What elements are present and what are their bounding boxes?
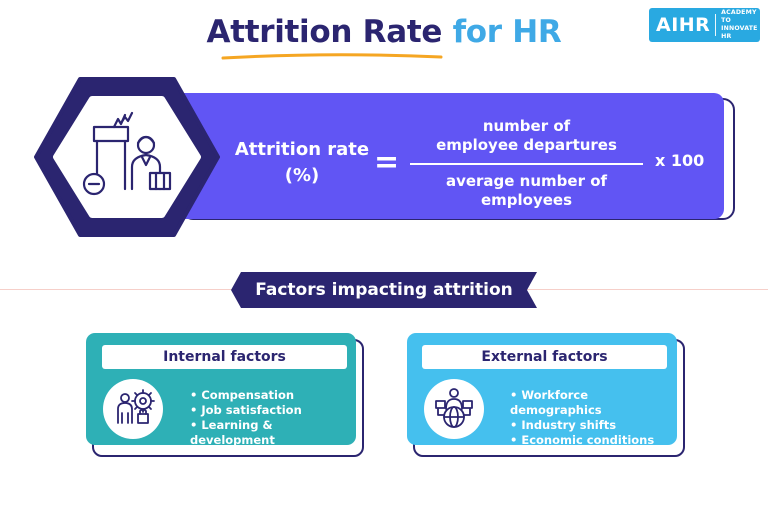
formula-numerator: number of employee departures — [410, 117, 643, 155]
title-underline — [221, 53, 443, 60]
fraction-bar — [410, 163, 643, 165]
logo-separator — [715, 14, 717, 36]
formula-lhs-line1: Attrition rate — [234, 139, 370, 160]
internal-icon-circle — [103, 379, 163, 439]
title-accent: for HR — [452, 14, 562, 50]
internal-factors-heading: Internal factors — [102, 345, 347, 369]
employee-leaving-icon — [34, 77, 220, 237]
formula-denominator: average number of employees — [410, 172, 643, 210]
formula-lhs-line2: (%) — [284, 165, 320, 186]
external-icon-circle — [424, 379, 484, 439]
formula-panel — [171, 93, 724, 219]
formula-numerator-line1: number of — [482, 117, 571, 135]
list-item: Learning & development — [190, 418, 356, 448]
list-item: Industry shifts — [510, 418, 677, 433]
external-factors-list: Workforce demographics Industry shifts E… — [510, 388, 677, 448]
title-main: Attrition Rate — [206, 14, 443, 50]
logo-mark: AIHR — [656, 14, 711, 36]
external-factors-card: External factors Workforce demographics … — [407, 333, 677, 448]
logo-tagline-line2: INNOVATE HR — [721, 25, 758, 40]
employee-gear-icon — [117, 389, 155, 424]
formula-denominator-line1: average number of — [445, 172, 608, 190]
formula-multiplier: x 100 — [655, 151, 705, 170]
page-title: Attrition Rate for HR — [0, 14, 768, 50]
logo-tagline-line1: ACADEMY TO — [721, 9, 757, 24]
external-factors-heading: External factors — [422, 345, 667, 369]
formula-hexagon — [34, 77, 220, 237]
list-item: Workforce demographics — [510, 388, 677, 418]
internal-factors-card: Internal factors Compensation Job satisf… — [86, 333, 356, 448]
section-banner-label: Factors impacting attrition — [255, 280, 513, 300]
internal-factors-list: Compensation Job satisfaction Learning &… — [190, 388, 356, 448]
formula-equals: = — [374, 145, 400, 180]
formula-lhs: Attrition rate (%) — [227, 137, 377, 189]
formula-numerator-line2: employee departures — [436, 136, 617, 154]
section-banner — [231, 272, 537, 308]
global-workforce-icon — [435, 388, 473, 428]
list-item: Job satisfaction — [190, 403, 356, 418]
list-item: Compensation — [190, 388, 356, 403]
logo-tagline: ACADEMY TO INNOVATE HR — [721, 9, 760, 41]
list-item: Economic conditions — [510, 433, 677, 448]
aihr-logo: AIHR ACADEMY TO INNOVATE HR — [649, 8, 760, 42]
formula-denominator-line2: employees — [480, 191, 573, 209]
